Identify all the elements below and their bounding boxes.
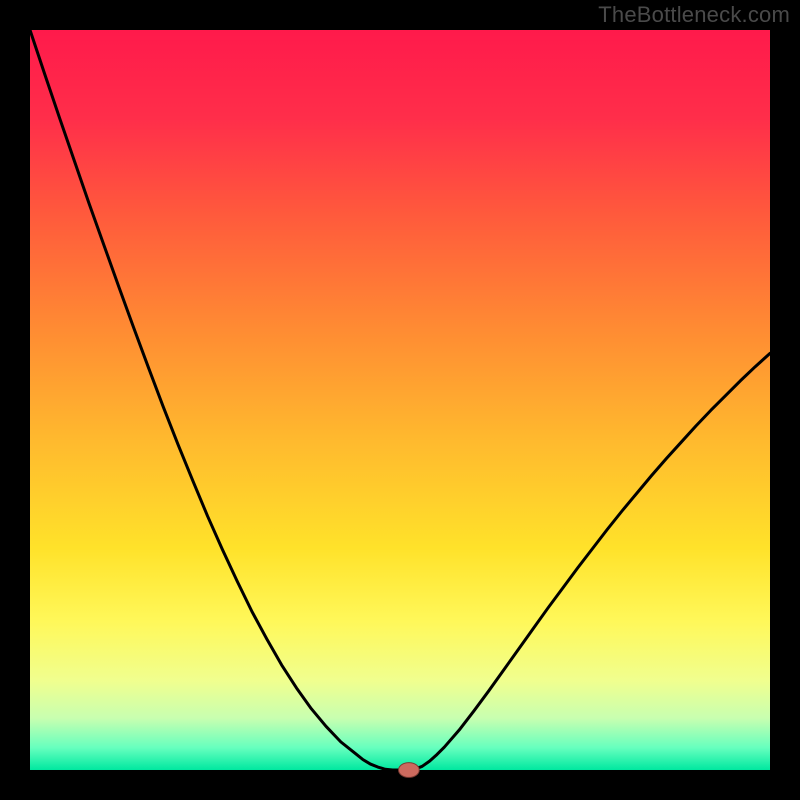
watermark-text: TheBottleneck.com (598, 2, 790, 28)
bottleneck-chart (0, 0, 800, 800)
optimal-point-marker (399, 763, 420, 778)
chart-frame: TheBottleneck.com (0, 0, 800, 800)
chart-background (30, 30, 770, 770)
